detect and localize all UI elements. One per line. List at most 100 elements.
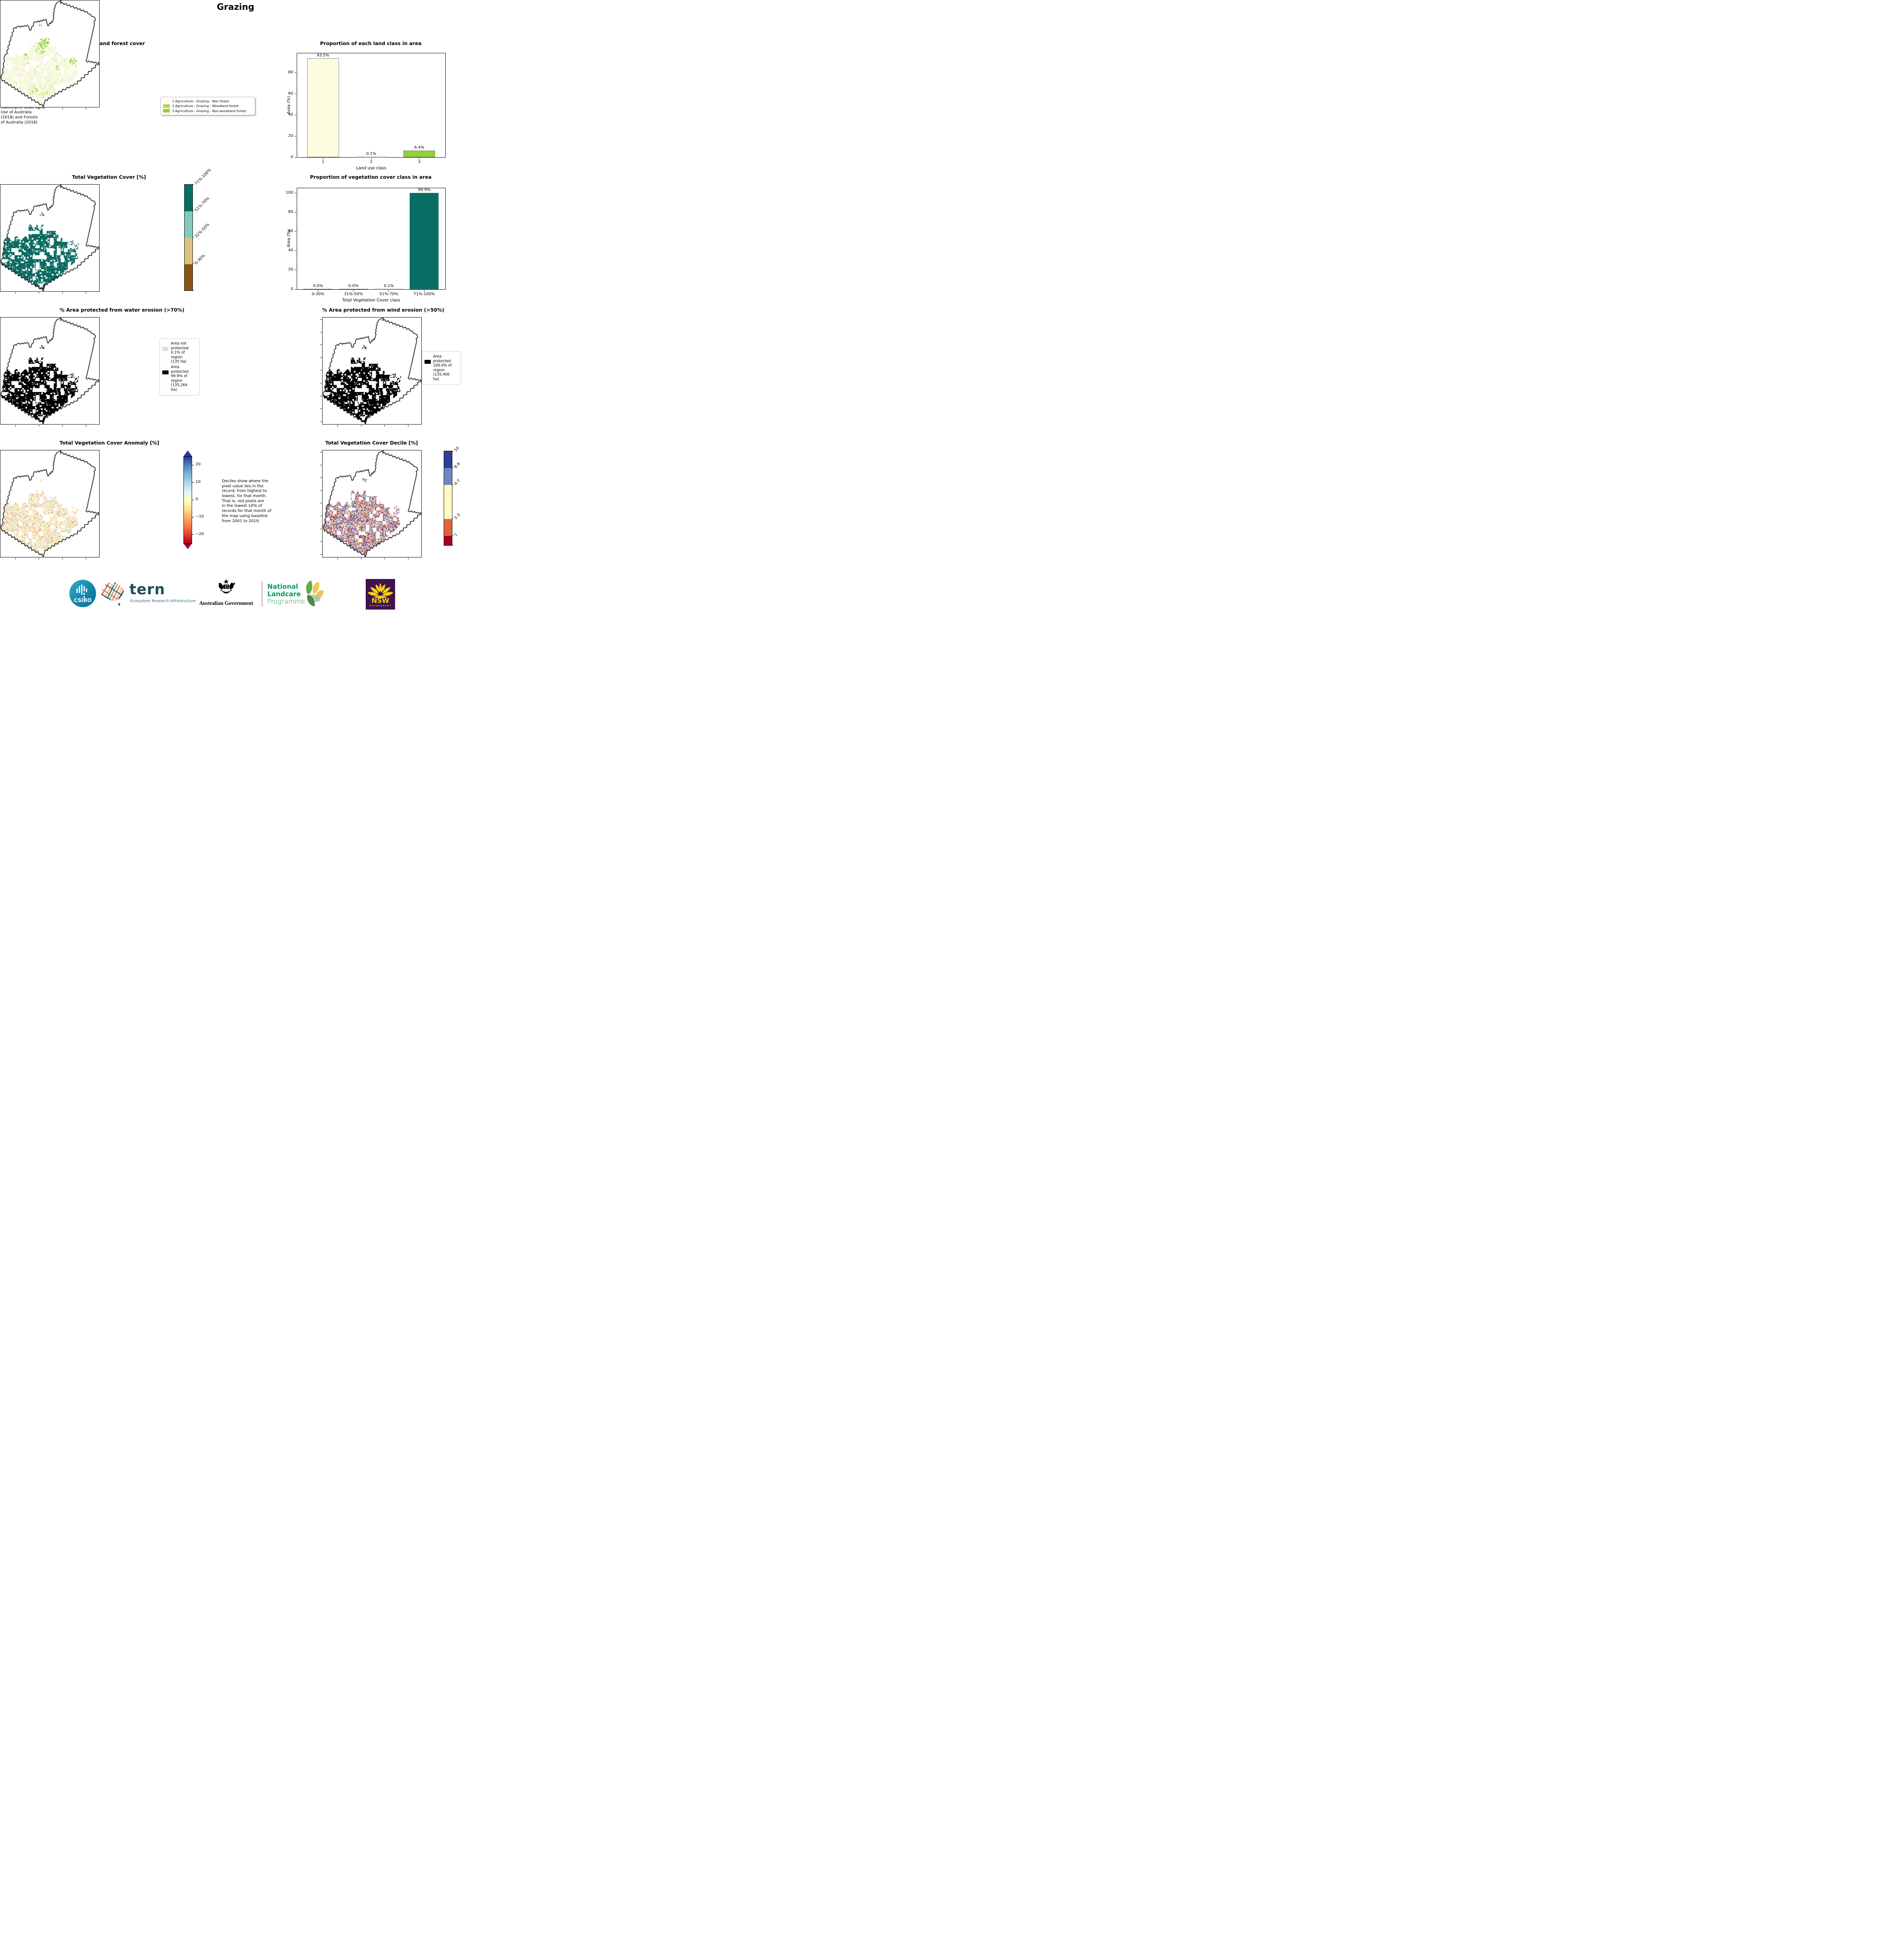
cb-label: 0-30% — [194, 253, 206, 265]
decile-note: Deciles show where the pixel value lies … — [222, 479, 272, 523]
legend-swatch — [163, 99, 170, 103]
xtick-label: 51%-70% — [379, 292, 398, 296]
legend-label: Area not protected 0.1% of region (135 h… — [171, 341, 189, 364]
wind-erosion-map — [320, 317, 422, 426]
map-anom-pixels — [0, 450, 99, 557]
ytick-label: 20 — [288, 267, 293, 272]
nlp-line3: Programme — [267, 598, 305, 605]
map-ytick — [320, 541, 322, 542]
anomaly-map — [0, 450, 100, 559]
legend-swatch — [163, 109, 170, 113]
xtick — [353, 290, 354, 292]
ytick — [295, 289, 296, 290]
map-xtick — [62, 425, 63, 426]
ytick-label: 80 — [288, 70, 293, 74]
legend-item: 1 Agriculture - Grazing - Non forest — [163, 99, 252, 103]
cb-tick — [192, 237, 194, 238]
cb-seg-0-30% — [185, 264, 192, 290]
map-xtick — [15, 558, 16, 559]
cb-tick — [192, 482, 194, 483]
australian-government-crest-icon — [215, 579, 238, 600]
cb-label: 2-3 — [454, 512, 461, 521]
tern-wordmark: tern — [129, 581, 165, 598]
cb-arrow-down — [183, 543, 192, 549]
map-xtick — [62, 558, 63, 559]
map-ytick — [320, 490, 322, 491]
cb-tick-label: −20 — [196, 532, 204, 536]
bar-71%-100% — [410, 193, 439, 289]
ytick-label: 100 — [285, 190, 293, 195]
map-ytick — [320, 408, 322, 409]
cb-seg-10 — [444, 451, 452, 468]
decile-map-title: Total Vegetation Cover Decile [%] — [325, 440, 418, 446]
cb-tick-label: 0 — [196, 497, 198, 501]
ytick-label: 40 — [288, 248, 293, 253]
map-xtick — [15, 425, 16, 426]
cb-label: 51%-70% — [194, 196, 210, 212]
anomaly-colorbar: 20 10 0 −10 −20 — [183, 450, 238, 549]
water-erosion-title: % Area protected from water erosion (>70… — [60, 307, 185, 313]
map-ytick — [320, 554, 322, 555]
bar-value-label: 0.0% — [313, 284, 323, 289]
decile-map — [320, 450, 422, 559]
legend-item: 2 Agriculture - Grazing - Woodland fores… — [163, 104, 252, 108]
ytick-label: 40 — [288, 112, 293, 117]
cb-tick-label: 10 — [196, 479, 201, 484]
legend-item: Area protected 100.0% of region (135,400… — [425, 354, 458, 382]
xtick-label: 3 — [418, 160, 421, 164]
ytick-label: 60 — [288, 91, 293, 96]
water-erosion-map — [0, 317, 100, 426]
water-erosion-legend: Area not protected 0.1% of region (135 h… — [160, 338, 200, 396]
csiro-rays-icon: CSIRO — [74, 584, 92, 604]
bar-3 — [403, 150, 435, 157]
map-ytick — [320, 477, 322, 478]
vegcover-map-title: Total Vegetation Cover [%] — [72, 174, 146, 180]
bar-value-label: 0.0% — [348, 284, 359, 289]
landuse-legend: 1 Agriculture - Grazing - Non forest 2 Ag… — [160, 97, 255, 116]
map-xtick — [15, 292, 16, 294]
tern-subtitle: Ecosystem Research Infrastructure — [130, 599, 196, 603]
nlp-line1: National — [267, 583, 298, 590]
xtick-label: 71%-100% — [414, 292, 435, 296]
ytick — [295, 157, 296, 158]
legend-item: Area protected 99.9% of region (135,264 … — [162, 365, 197, 392]
anomaly-map-title: Total Vegetation Cover Anomaly [%] — [60, 440, 160, 446]
cb-tick — [452, 535, 454, 536]
wind-erosion-title: % Area protected from wind erosion (>50%… — [322, 307, 444, 313]
map-wind-pixels — [323, 318, 421, 424]
landuse-map — [0, 0, 100, 109]
cb-label: 71%-100% — [194, 168, 212, 186]
legend-swatch — [425, 360, 431, 364]
xtick-label: 0-30% — [312, 292, 325, 296]
xtick — [424, 290, 425, 292]
cb-tick — [192, 263, 194, 264]
legend-label: 1 Agriculture - Grazing - Non forest — [172, 99, 229, 103]
ytick — [295, 231, 296, 232]
page-title: Grazing — [217, 2, 254, 12]
cb-arrow-up — [183, 450, 192, 456]
cb-tick — [192, 184, 194, 185]
legend-swatch — [163, 104, 170, 108]
cb-seg-71%-100% — [185, 185, 192, 211]
map-landuse-pixels — [0, 0, 99, 107]
bar-2 — [355, 157, 387, 158]
ytick — [295, 250, 296, 251]
x-axis-label: Total Vegetation Cover class — [342, 298, 400, 303]
cb-seg-2-3 — [444, 519, 452, 536]
chart1-axes: 0 20 40 60 80 1 93.5% 2 0.1% 3 6.4% Area (%) Land us… — [287, 53, 446, 171]
cb-decile-bar — [444, 451, 452, 546]
legend-swatch — [162, 347, 169, 351]
map-xtick — [337, 558, 338, 559]
bar-value-label: 0.1% — [384, 284, 394, 288]
map-xtick — [62, 108, 63, 109]
x-axis-label: Land use class — [356, 166, 386, 171]
bar-1 — [307, 58, 339, 157]
map-veg-pixels — [0, 185, 99, 291]
map-ytick — [320, 421, 322, 422]
map-water-pixels — [0, 318, 99, 424]
cb-seg-31%-50% — [185, 238, 192, 264]
vegcover-map — [0, 184, 100, 294]
bar-51%-70% — [374, 289, 403, 290]
report-page: Grazing Catchment Scale Land Use and For… — [0, 0, 471, 626]
ytick-label: 0 — [290, 287, 293, 291]
